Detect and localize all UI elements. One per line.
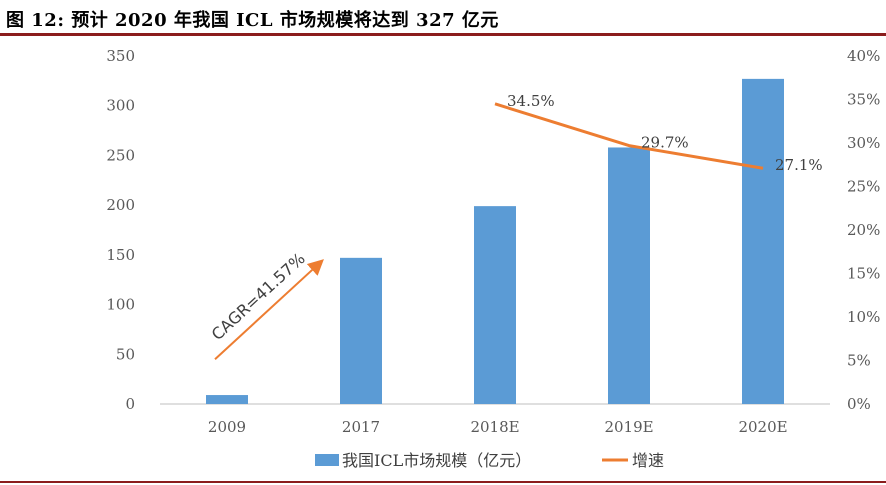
legend-label-line: 增速 (632, 451, 664, 470)
bottom-divider (0, 481, 886, 483)
y2-tick-label: 15% (847, 265, 880, 283)
growth-data-label: 29.7% (641, 134, 689, 152)
x-tick-label: 2019E (604, 418, 653, 436)
y2-tick-label: 5% (847, 352, 871, 370)
bars (206, 79, 784, 404)
y2-tick-label: 10% (847, 308, 880, 326)
right-axis: 0% 5% 10% 15% 20% 25% 30% 35% 40% (847, 47, 880, 413)
x-tick-label: 2017 (342, 418, 380, 436)
x-tick-label: 2009 (208, 418, 246, 436)
y-tick-label: 150 (106, 246, 135, 264)
y2-tick-label: 30% (847, 134, 880, 152)
y2-tick-label: 40% (847, 47, 880, 65)
left-axis: 0 50 100 150 200 250 300 350 (106, 47, 135, 413)
y-tick-label: 0 (125, 395, 135, 413)
y-tick-label: 350 (106, 47, 135, 65)
growth-data-label: 27.1% (775, 156, 823, 174)
y-tick-label: 250 (106, 146, 135, 164)
y2-tick-label: 25% (847, 178, 880, 196)
legend-swatch-bar (315, 454, 339, 466)
bar (206, 395, 248, 404)
y-tick-label: 200 (106, 196, 135, 214)
bar (474, 206, 516, 404)
y-tick-label: 300 (106, 97, 135, 115)
y-tick-label: 100 (106, 296, 135, 314)
y2-tick-label: 0% (847, 395, 871, 413)
x-axis: 2009 2017 2018E 2019E 2020E (208, 418, 788, 436)
x-tick-label: 2020E (738, 418, 787, 436)
cagr-label: CAGR=41.57% (208, 249, 309, 344)
legend: 我国ICL市场规模（亿元） 增速 (315, 451, 664, 470)
bar (608, 147, 650, 404)
growth-data-label: 34.5% (507, 92, 555, 110)
y2-tick-label: 35% (847, 91, 880, 109)
x-tick-label: 2018E (470, 418, 519, 436)
bar (340, 258, 382, 404)
y2-tick-label: 20% (847, 221, 880, 239)
bar (742, 79, 784, 404)
y-tick-label: 50 (116, 345, 135, 363)
legend-label-bar: 我国ICL市场规模（亿元） (342, 451, 531, 470)
cagr-annotation: CAGR=41.57% (208, 249, 321, 359)
